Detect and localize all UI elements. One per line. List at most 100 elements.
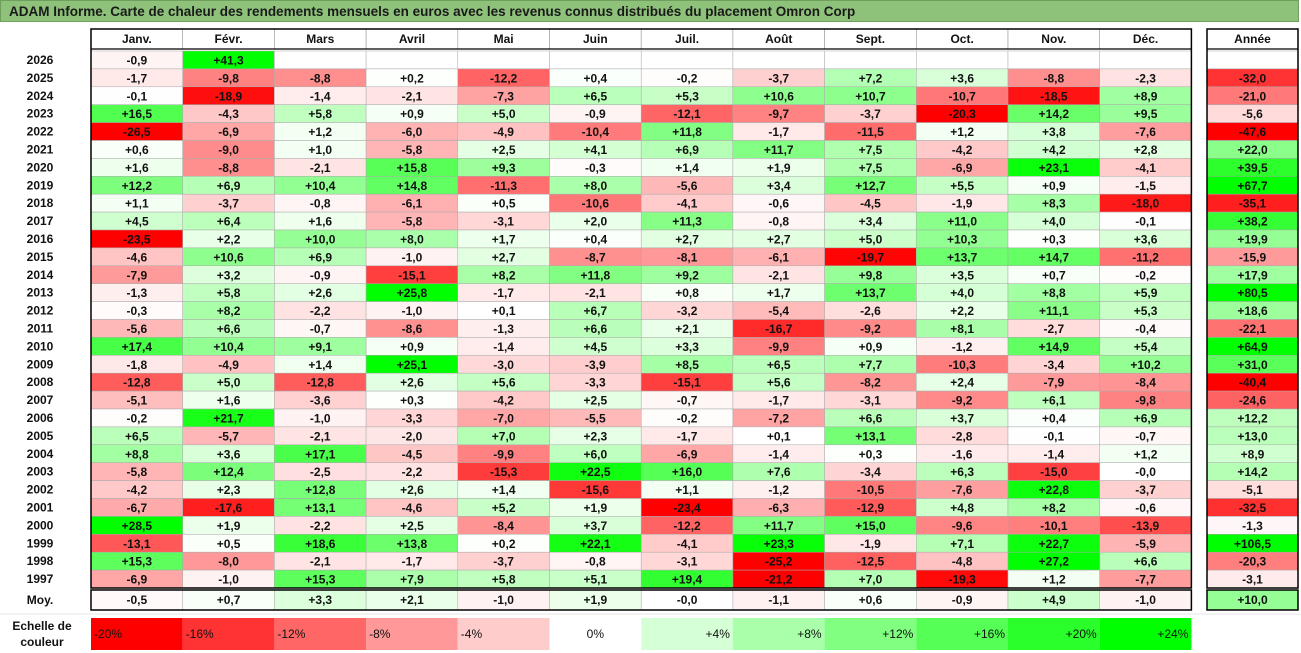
legend-label: +8% [797,627,822,641]
cell-value: +13,7 [947,250,978,264]
annual-value: +106,5 [1234,537,1271,551]
cell-value: -7,3 [493,89,514,103]
cell-value: +5,4 [1134,340,1158,354]
cell-value: -0,4 [1135,322,1156,336]
legend-label: -20% [94,627,122,641]
cell-value: -10,5 [857,483,885,497]
cell-value: -7,0 [493,411,514,425]
cell-value: +1,4 [675,161,699,175]
cell-value: +0,9 [1042,179,1066,193]
cell-value: -2,1 [310,161,331,175]
year-label: 2009 [27,357,54,371]
cell-value: +3,2 [217,268,241,282]
avg-border [90,589,1193,611]
cell-value: -11,2 [1132,250,1159,264]
cell-value: -9,6 [952,519,973,533]
heatmap-cell [457,50,550,70]
cell-value: -5,8 [402,215,423,229]
cell-value: +2,2 [217,232,241,246]
cell-value: -1,5 [1135,179,1156,193]
cell-value: -0,3 [127,304,148,318]
annual-border [1206,28,1299,589]
annual-value: +22,0 [1237,143,1268,157]
cell-value: +5,8 [492,573,516,587]
cell-value: -7,6 [952,483,973,497]
cell-value: -1,7 [768,125,789,139]
month-header-7: Juil. [675,32,699,46]
legend-swatch [182,618,275,650]
cell-value: +13,7 [855,286,886,300]
cell-value: +0,2 [400,71,424,85]
cell-value: +12,4 [213,465,244,479]
cell-value: +10,7 [855,89,886,103]
legend-swatch [91,618,183,650]
cell-value: +23,3 [764,537,795,551]
cell-value: +6,4 [217,215,241,229]
cell-value: +5,8 [217,286,241,300]
cell-value: -0,8 [585,555,606,569]
cell-value: -2,6 [860,304,881,318]
cell-value: -2,1 [585,286,606,300]
cell-value: +4,1 [583,143,607,157]
cell-value: +7,5 [859,143,883,157]
legend-swatch [274,618,367,650]
cell-value: +5,6 [767,376,791,390]
year-label: 2017 [27,214,54,228]
cell-value: +0,3 [1042,232,1066,246]
annual-value: +31,0 [1237,358,1268,372]
year-label: 2003 [27,465,54,479]
cell-value: -0,8 [310,197,331,211]
cell-value: +10,2 [1130,358,1161,372]
cell-value: -4,3 [218,107,239,121]
cell-value: -3,7 [768,71,789,85]
month-header-4: Avril [399,32,425,46]
legend-label: -16% [186,627,214,641]
cell-value: -9,9 [493,447,514,461]
heatmap-cell [1007,50,1100,70]
cell-value: -8,2 [860,376,881,390]
annual-value: -40,4 [1239,376,1267,390]
year-label: 1997 [27,572,54,586]
cell-value: +1,2 [1134,447,1158,461]
cell-value: +2,7 [767,232,791,246]
cell-value: +23,1 [1039,161,1070,175]
cell-value: +12,8 [305,483,336,497]
cell-value: -23,5 [123,232,151,246]
cell-value: -16,7 [765,322,793,336]
cell-value: +28,5 [122,519,153,533]
year-label: 2002 [27,483,54,497]
cell-value: -8,8 [1044,71,1065,85]
cell-value: -12,9 [857,501,885,515]
cell-value: -1,9 [860,537,881,551]
legend-swatch [457,618,550,650]
cell-value: -0,1 [1135,215,1156,229]
cell-value: -0,7 [310,322,331,336]
cell-value: -1,4 [493,340,514,354]
chart-title: ADAM Informe. Carte de chaleur des rende… [9,4,856,19]
cell-value: -18,5 [1040,89,1068,103]
year-label: 1998 [27,554,54,568]
cell-value: +3,7 [583,519,607,533]
cell-value: +11,3 [672,215,702,229]
cell-value: +14,2 [1039,107,1070,121]
year-label: 2026 [27,53,54,67]
cell-value: -3,3 [402,411,423,425]
cell-value: +1,1 [675,483,699,497]
annual-value: +14,2 [1237,465,1268,479]
cell-value: +1,6 [217,394,241,408]
cell-value: -8,7 [585,250,606,264]
legend-label: 0% [587,627,605,641]
cell-value: -6,1 [402,197,423,211]
month-header-9: Sept. [856,32,885,46]
month-header-12: Déc. [1133,32,1158,46]
cell-value: +10,4 [305,179,336,193]
cell-value: +1,4 [492,483,516,497]
annual-value: +12,2 [1237,411,1268,425]
cell-value: -17,6 [215,501,243,515]
cell-value: -4,5 [860,197,881,211]
cell-value: -4,2 [952,143,973,157]
cell-value: +2,3 [217,483,241,497]
year-label: 2004 [27,447,54,461]
cell-value: -0,2 [127,411,148,425]
cell-value: +6,9 [217,179,241,193]
